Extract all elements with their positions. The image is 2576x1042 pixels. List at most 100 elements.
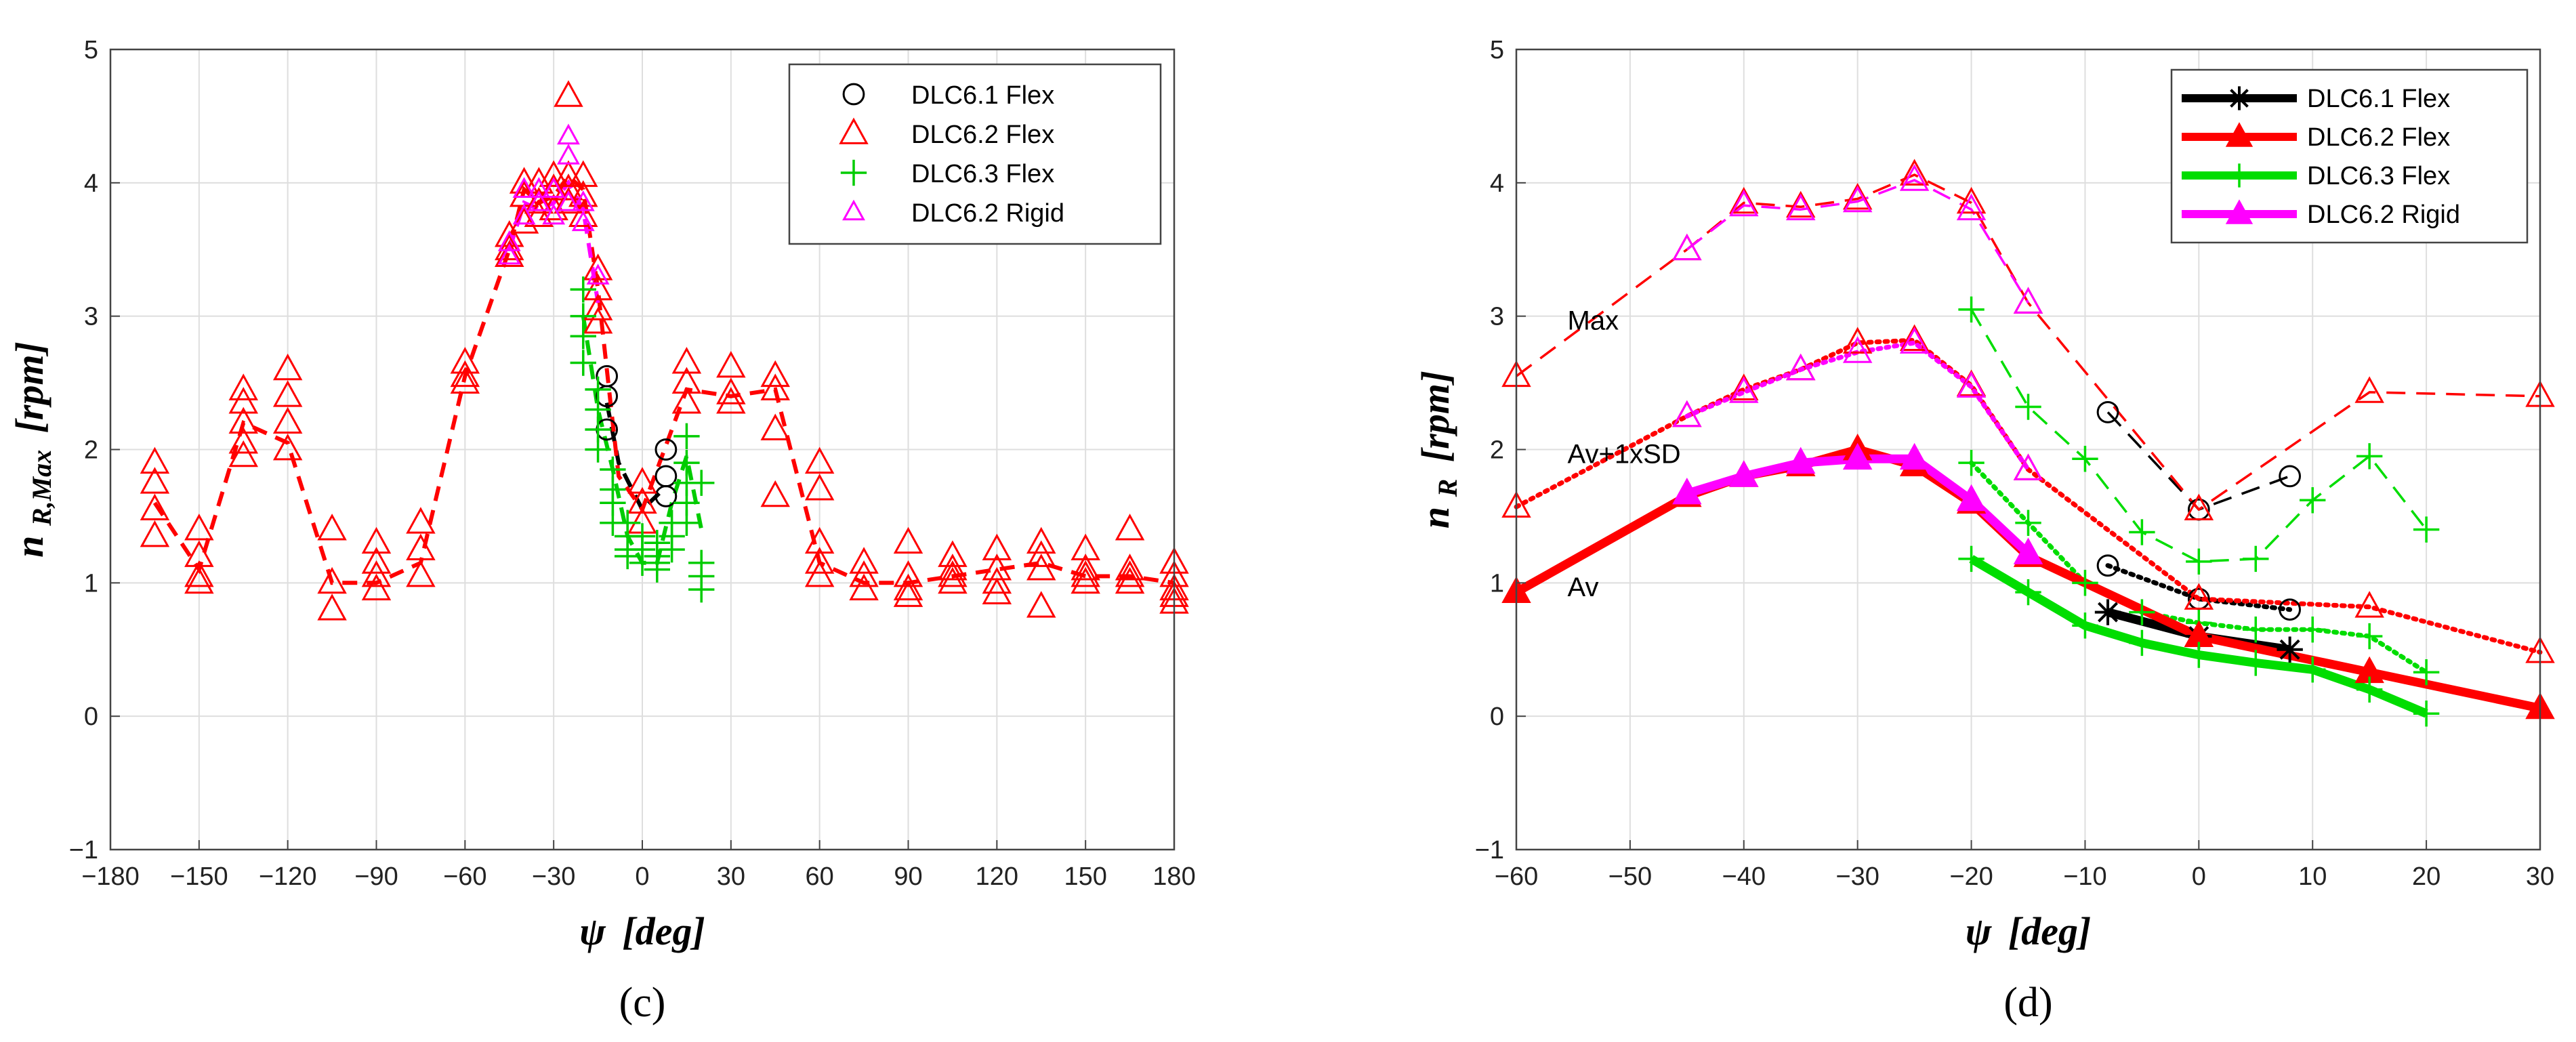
panel-c-point-dlc6-3-flex xyxy=(688,576,715,603)
panel-c-point-dlc6-2-flex xyxy=(938,560,968,587)
panel-d-max-point-dlc6-2-rigid xyxy=(1785,193,1816,221)
d-x-tick-label: 10 xyxy=(2298,862,2327,891)
panel-d-max-point-dlc6-1-flex xyxy=(2279,465,2302,488)
panel-d-y-axis-subscript: R xyxy=(1432,479,1463,498)
panel-d-sd-point-dlc6-3-flex xyxy=(2072,570,2098,596)
panel-c-point-dlc6-2-flex xyxy=(524,186,554,214)
panel-c-point-dlc6-3-flex xyxy=(585,436,611,463)
panel-c-y-axis-title: n R,Max [rpm] xyxy=(7,341,60,558)
panel-c-point-dlc6-2-flex xyxy=(716,377,746,404)
panel-c-point-dlc6-2-flex xyxy=(140,520,170,547)
panel-d-max-point-dlc6-2-rigid xyxy=(2013,287,2043,314)
panel-c-point-dlc6-3-flex xyxy=(673,423,700,450)
panel-d-max-line-dlc6-2-flex xyxy=(1515,173,2541,511)
panel-d-sd-point-dlc6-2-rigid xyxy=(1956,371,1987,398)
panel-d-sd-point-dlc6-3-flex xyxy=(2243,617,2269,643)
panel-c-point-dlc6-2-rigid xyxy=(586,264,610,285)
panel-c-series-line-dlc6-1-flex xyxy=(604,402,667,514)
panel-c-point-dlc6-2-flex xyxy=(1071,566,1100,594)
panel-c-chart: −180 −150 −120 −90 −60 −30 0 30 60 90 120 150 180 −1 0… xyxy=(7,36,1196,1026)
panel-c-point-dlc6-2-flex xyxy=(450,367,480,394)
panel-c-point-dlc6-2-flex xyxy=(554,160,583,187)
panel-d-sd-point-dlc6-2-rigid xyxy=(1785,353,1816,381)
panel-d-av-point-dlc6-1-flex-ray xyxy=(2279,639,2300,660)
panel-d-max-point-dlc6-2-flex xyxy=(2184,493,2214,520)
panel-c-point-dlc6-2-rigid xyxy=(497,230,521,251)
panel-c-point-dlc6-2-flex xyxy=(982,533,1012,561)
d-x-tick-label: 0 xyxy=(2192,862,2206,891)
panel-d-max-point-dlc6-1-flex xyxy=(2096,401,2119,423)
panel-c-point-dlc6-2-rigid xyxy=(557,144,580,165)
panel-d-av-point-dlc6-2-rigid xyxy=(1785,446,1816,474)
panel-c-point-dlc6-2-flex xyxy=(361,560,392,587)
panel-c-point-dlc6-2-flex xyxy=(583,273,613,301)
panel-c-point-dlc6-2-flex xyxy=(361,573,392,601)
panel-c-point-dlc6-2-flex xyxy=(804,526,835,554)
panel-c-point-dlc6-3-flex xyxy=(570,322,596,350)
panel-c-point-dlc6-2-flex xyxy=(509,167,539,194)
panel-c-point-dlc6-2-flex xyxy=(361,526,392,554)
panel-d-av-point-dlc6-1-flex xyxy=(2277,636,2303,663)
panel-c-point-dlc6-2-flex xyxy=(272,433,303,461)
c-x-tick-label: 90 xyxy=(894,862,922,891)
panel-c-point-dlc6-2-rigid xyxy=(542,203,566,225)
panel-c-legend-box xyxy=(788,63,1162,245)
panel-d-legend-marker-dlc6-1-flex-ray xyxy=(2230,89,2249,108)
panel-d-max-point-dlc6-3-flex xyxy=(2186,548,2212,575)
panel-c-point-dlc6-2-flex xyxy=(1071,533,1100,561)
panel-c-point-dlc6-2-flex xyxy=(228,427,258,454)
panel-d-max-point-dlc6-3-flex xyxy=(2129,519,2155,545)
panel-c-point-dlc6-2-flex xyxy=(272,353,303,381)
panel-c-point-dlc6-2-rigid xyxy=(497,243,521,265)
panel-d-y-axis-unit: [rpm] xyxy=(1413,371,1457,462)
panel-c-legend-label-dlc6-2-rigid: DLC6.2 Rigid xyxy=(911,199,1064,228)
panel-c-label: (c) xyxy=(619,980,666,1026)
panel-c-point-dlc6-2-flex xyxy=(184,566,214,594)
panel-d-av-point-dlc6-2-rigid xyxy=(1729,460,1759,487)
panel-c-point-dlc6-2-flex xyxy=(554,80,583,107)
panel-d-sd-point-dlc6-2-flex xyxy=(1729,373,1759,400)
panel-d-sd-line-dlc6-2-flex xyxy=(1514,337,2543,655)
c-y-tick-label: 2 xyxy=(84,436,98,465)
panel-c-point-dlc6-3-flex xyxy=(570,350,596,376)
panel-d-max-point-dlc6-2-flex xyxy=(1672,233,1702,261)
panel-d-av-point-dlc6-3-flex xyxy=(2300,657,2326,683)
panel-c-point-dlc6-2-flex xyxy=(495,233,524,261)
panel-d-x-axis-symbol: ψ xyxy=(1966,909,1993,953)
panel-d-max-point-dlc6-2-rigid xyxy=(1729,189,1759,217)
panel-d-av-point-dlc6-2-rigid xyxy=(2013,537,2043,564)
panel-c-point-dlc6-2-rigid xyxy=(512,203,536,225)
panel-c-point-dlc6-2-flex xyxy=(406,533,436,561)
panel-d-sd-point-dlc6-2-flex xyxy=(1842,327,1873,354)
c-y-tick-label: 5 xyxy=(84,36,98,64)
c-y-tick-label: 3 xyxy=(84,303,98,331)
panel-c-point-dlc6-2-flex xyxy=(760,360,790,388)
c-x-tick-label: 150 xyxy=(1064,862,1106,891)
panel-c-point-dlc6-2-flex xyxy=(671,347,702,374)
panel-d-legend-marker-dlc6-2-flex xyxy=(2225,122,2253,147)
panel-d-max-line-dlc6-2-rigid xyxy=(1686,179,2029,304)
c-x-tick-label: −120 xyxy=(259,862,317,891)
panel-c-point-dlc6-2-flex xyxy=(1071,554,1100,581)
panel-c-y-axis-subscript: R,Max xyxy=(26,450,57,526)
panel-c-point-dlc6-2-flex xyxy=(539,173,568,201)
panel-c-point-dlc6-2-flex xyxy=(760,480,790,507)
panel-c-point-dlc6-2-flex xyxy=(272,407,303,434)
panel-d-av-point-dlc6-2-rigid xyxy=(1672,477,1702,505)
d-x-tick-label: −40 xyxy=(1722,862,1766,891)
panel-d-legend-label-dlc6-2-flex: DLC6.2 Flex xyxy=(2307,123,2450,152)
panel-c-point-dlc6-2-flex xyxy=(317,593,347,621)
panel-c-point-dlc6-2-flex xyxy=(760,413,790,440)
panel-d-sd-point-dlc6-3-flex xyxy=(2413,659,2440,686)
panel-d-annotation: Av xyxy=(1568,572,1599,602)
c-y-tick-label: 4 xyxy=(84,169,98,198)
panel-d-max-point-dlc6-3-flex xyxy=(2015,394,2041,420)
panel-c-point-dlc6-2-flex xyxy=(804,474,835,501)
panel-d-sd-point-dlc6-3-flex xyxy=(2129,599,2155,625)
panel-c-ticks: −180 −150 −120 −90 −60 −30 0 30 60 90 120 150 180 −1 0… xyxy=(69,36,1196,891)
panel-c-legend-label-dlc6-2-flex: DLC6.2 Flex xyxy=(911,121,1054,149)
panel-c-point-dlc6-2-flex xyxy=(1026,591,1056,618)
panel-c-point-dlc6-2-flex xyxy=(982,566,1012,594)
panel-c-point-dlc6-2-rigid xyxy=(571,210,595,232)
